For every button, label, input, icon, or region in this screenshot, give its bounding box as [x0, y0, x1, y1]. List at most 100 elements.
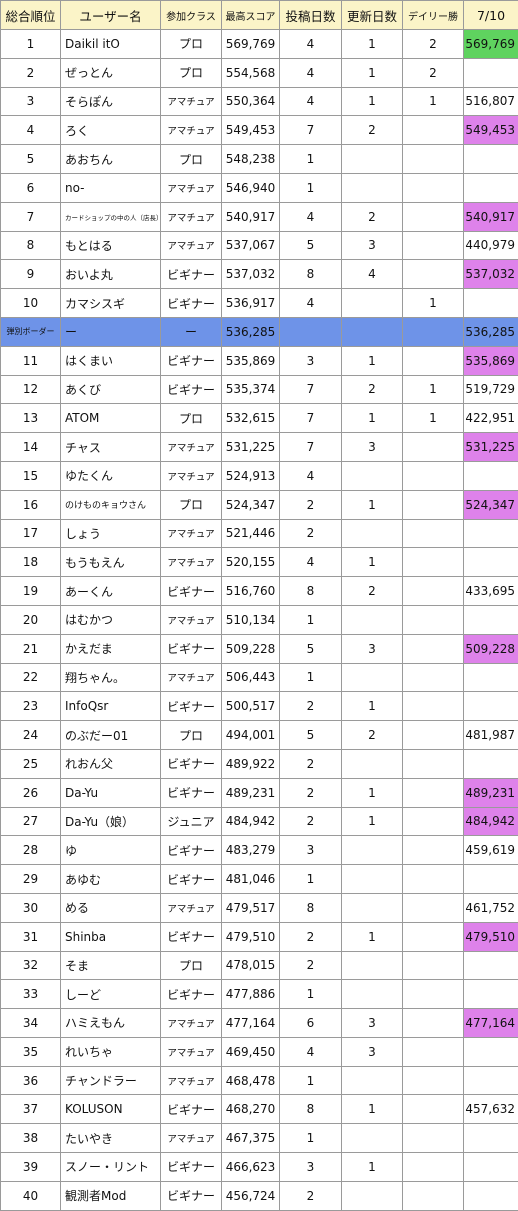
post-days-cell: 2: [280, 692, 342, 721]
post-days-cell: 1: [280, 663, 342, 692]
rank-cell: 2: [1, 58, 61, 87]
post-days-cell: 4: [280, 289, 342, 318]
day-score-cell: 524,347: [464, 490, 518, 519]
class-cell: アマチュア: [161, 433, 222, 462]
class-cell: ビギナー: [161, 692, 222, 721]
daily-wins-cell: [403, 922, 464, 951]
rank-cell: 15: [1, 461, 61, 490]
post-days-cell: 7: [280, 433, 342, 462]
update-days-cell: [342, 289, 403, 318]
best-score-cell: 535,869: [222, 346, 280, 375]
user-name-cell: カマシスギ: [61, 289, 161, 318]
post-days-cell: 8: [280, 893, 342, 922]
user-name-cell: ろく: [61, 116, 161, 145]
post-days-cell: 4: [280, 461, 342, 490]
rank-cell: 39: [1, 1153, 61, 1182]
rank-cell: 23: [1, 692, 61, 721]
class-cell: アマチュア: [161, 893, 222, 922]
class-cell: アマチュア: [161, 1009, 222, 1038]
update-days-cell: 1: [342, 58, 403, 87]
update-days-cell: 2: [342, 577, 403, 606]
daily-wins-cell: [403, 692, 464, 721]
update-days-cell: [342, 1066, 403, 1095]
day-score-cell: 531,225: [464, 433, 518, 462]
class-cell: プロ: [161, 951, 222, 980]
post-days-cell: 7: [280, 404, 342, 433]
day-score-cell: 569,769: [464, 30, 518, 59]
header-rank: 総合順位: [1, 1, 61, 30]
rank-cell: 38: [1, 1124, 61, 1153]
day-score-cell: 433,695: [464, 577, 518, 606]
day-score-cell: 440,979: [464, 231, 518, 260]
update-days-cell: 2: [342, 116, 403, 145]
post-days-cell: 2: [280, 951, 342, 980]
daily-wins-cell: [403, 260, 464, 289]
best-score-cell: 536,285: [222, 317, 280, 346]
post-days-cell: 8: [280, 577, 342, 606]
rank-cell: 22: [1, 663, 61, 692]
update-days-cell: [342, 461, 403, 490]
daily-wins-cell: [403, 231, 464, 260]
post-days-cell: 2: [280, 778, 342, 807]
rank-cell: 4: [1, 116, 61, 145]
day-score-cell: 459,619: [464, 836, 518, 865]
best-score-cell: 467,375: [222, 1124, 280, 1153]
best-score-cell: 531,225: [222, 433, 280, 462]
rank-cell: 34: [1, 1009, 61, 1038]
best-score-cell: 509,228: [222, 634, 280, 663]
header-day-score: 7/10: [464, 1, 518, 30]
class-cell: ジュニア: [161, 807, 222, 836]
user-name-cell: ゆたくん: [61, 461, 161, 490]
best-score-cell: 536,917: [222, 289, 280, 318]
post-days-cell: 4: [280, 58, 342, 87]
update-days-cell: [342, 749, 403, 778]
update-days-cell: 3: [342, 1037, 403, 1066]
rank-cell: 12: [1, 375, 61, 404]
day-score-cell: [464, 865, 518, 894]
user-name-cell: Shinba: [61, 922, 161, 951]
rank-cell: 9: [1, 260, 61, 289]
post-days-cell: 7: [280, 116, 342, 145]
day-score-cell: 422,951: [464, 404, 518, 433]
daily-wins-cell: [403, 836, 464, 865]
class-cell: アマチュア: [161, 1037, 222, 1066]
user-name-cell: ATOM: [61, 404, 161, 433]
user-name-cell: める: [61, 893, 161, 922]
class-cell: ー: [161, 317, 222, 346]
update-days-cell: [342, 1124, 403, 1153]
day-score-cell: [464, 1153, 518, 1182]
update-days-cell: [342, 980, 403, 1009]
daily-wins-cell: 1: [403, 404, 464, 433]
best-score-cell: 506,443: [222, 663, 280, 692]
rank-cell: 27: [1, 807, 61, 836]
best-score-cell: 532,615: [222, 404, 280, 433]
user-name-cell: ぜっとん: [61, 58, 161, 87]
daily-wins-cell: 1: [403, 289, 464, 318]
post-days-cell: 3: [280, 1153, 342, 1182]
update-days-cell: [342, 317, 403, 346]
update-days-cell: [342, 663, 403, 692]
day-score-cell: [464, 58, 518, 87]
update-days-cell: [342, 519, 403, 548]
update-days-cell: 1: [342, 807, 403, 836]
post-days-cell: 6: [280, 1009, 342, 1038]
daily-wins-cell: [403, 116, 464, 145]
user-name-cell: ー: [61, 317, 161, 346]
daily-wins-cell: [403, 749, 464, 778]
user-name-cell: はむかつ: [61, 605, 161, 634]
day-score-cell: 457,632: [464, 1095, 518, 1124]
best-score-cell: 477,164: [222, 1009, 280, 1038]
update-days-cell: [342, 1181, 403, 1210]
class-cell: アマチュア: [161, 663, 222, 692]
user-name-cell: ゆ: [61, 836, 161, 865]
user-name-cell: もとはる: [61, 231, 161, 260]
